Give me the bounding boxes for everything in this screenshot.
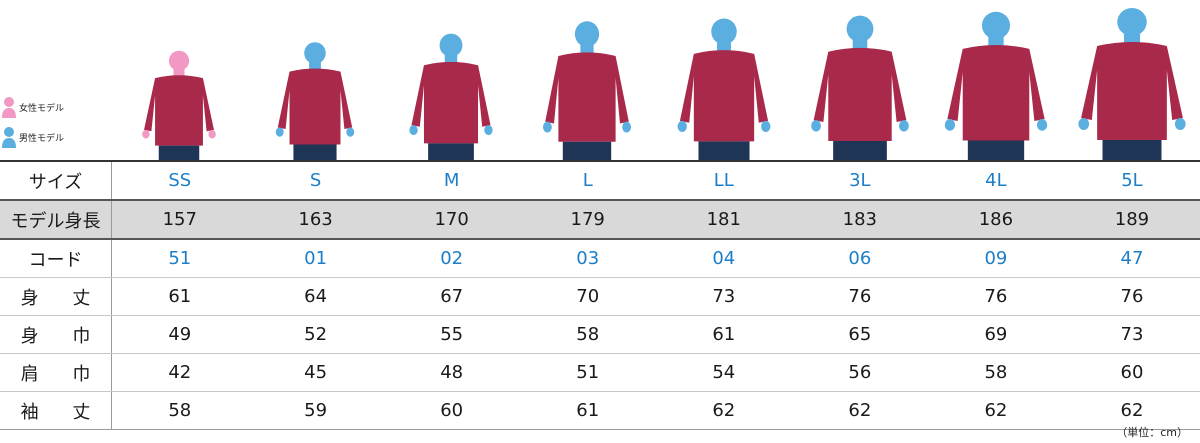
table-cell: 3L bbox=[791, 160, 928, 201]
table-row: 身 丈 61 64 67 70 73 76 76 76 bbox=[0, 277, 1200, 316]
table-cell: 76 bbox=[1063, 277, 1200, 316]
table-cell: 49 bbox=[111, 315, 248, 354]
person-silhouette-icon bbox=[810, 15, 909, 160]
table-cell: 51 bbox=[519, 353, 656, 392]
table-cell: 54 bbox=[655, 353, 792, 392]
table-cell: 55 bbox=[383, 315, 520, 354]
legend-male: 男性モデル bbox=[0, 122, 110, 152]
person-silhouette-icon bbox=[409, 33, 493, 160]
table-cell: 163 bbox=[247, 199, 384, 240]
table-cell: 03 bbox=[519, 238, 656, 278]
table-cell: 73 bbox=[655, 277, 792, 316]
table-cell: 179 bbox=[519, 199, 656, 240]
unit-note: （単位：cm） bbox=[1116, 426, 1188, 439]
person-silhouette-icon bbox=[1078, 8, 1186, 160]
row-label: 肩 巾 bbox=[0, 353, 112, 392]
legend-female: 女性モデル bbox=[0, 92, 110, 122]
table-cell: 64 bbox=[247, 277, 384, 316]
row-label: モデル身長 bbox=[0, 199, 112, 240]
model-figure-male bbox=[656, 0, 792, 160]
table-cell: 60 bbox=[1063, 353, 1200, 392]
table-row: コード 51 01 02 03 04 06 09 47 bbox=[0, 238, 1200, 278]
table-cell: 183 bbox=[791, 199, 928, 240]
table-cell: 62 bbox=[791, 391, 928, 430]
row-label: 身 丈 bbox=[0, 277, 112, 316]
model-figure-male bbox=[1064, 0, 1200, 160]
table-cell: 76 bbox=[791, 277, 928, 316]
table-cell: 67 bbox=[383, 277, 520, 316]
table-cell: 01 bbox=[247, 238, 384, 278]
table-cell: 189 bbox=[1063, 199, 1200, 240]
table-cell: 45 bbox=[247, 353, 384, 392]
legend-female-label: 女性モデル bbox=[19, 103, 65, 114]
table-cell: 157 bbox=[111, 199, 248, 240]
table-cell: 52 bbox=[247, 315, 384, 354]
person-silhouette-icon bbox=[944, 11, 1048, 160]
size-chart-table: サイズ SS S M L LL 3L 4L 5L モデル身長 157 163 170 179 181 183 1… bbox=[0, 160, 1200, 430]
table-cell: 61 bbox=[655, 315, 792, 354]
table-cell: 06 bbox=[791, 238, 928, 278]
table-cell: 02 bbox=[383, 238, 520, 278]
table-cell: 61 bbox=[111, 277, 248, 316]
table-cell: 181 bbox=[655, 199, 792, 240]
model-figure-male bbox=[792, 0, 928, 160]
row-label: 身 巾 bbox=[0, 315, 112, 354]
table-cell: 73 bbox=[1063, 315, 1200, 354]
table-cell: 58 bbox=[519, 315, 656, 354]
model-figure-female bbox=[111, 0, 247, 160]
legend: 女性モデル 男性モデル bbox=[0, 92, 110, 152]
table-row: サイズ SS S M L LL 3L 4L 5L bbox=[0, 160, 1200, 201]
table-cell: 76 bbox=[927, 277, 1064, 316]
table-cell: 62 bbox=[655, 391, 792, 430]
model-photos: 女性モデル 男性モデル bbox=[0, 0, 1200, 160]
male-person-icon bbox=[2, 127, 16, 148]
table-cell: 69 bbox=[927, 315, 1064, 354]
table-row: モデル身長 157 163 170 179 181 183 186 189 bbox=[0, 199, 1200, 240]
table-cell: 4L bbox=[927, 160, 1064, 201]
table-cell: 5L bbox=[1063, 160, 1200, 201]
table-cell: 04 bbox=[655, 238, 792, 278]
table-cell: 61 bbox=[519, 391, 656, 430]
model-figure-male bbox=[247, 0, 383, 160]
row-label: コード bbox=[0, 238, 112, 278]
person-silhouette-icon bbox=[677, 18, 770, 160]
table-cell: 47 bbox=[1063, 238, 1200, 278]
table-cell: LL bbox=[655, 160, 792, 201]
table-row: 肩 巾 42 45 48 51 54 56 58 60 bbox=[0, 353, 1200, 392]
table-cell: 62 bbox=[927, 391, 1064, 430]
table-cell: SS bbox=[111, 160, 248, 201]
model-figure-male bbox=[519, 0, 655, 160]
table-cell: 42 bbox=[111, 353, 248, 392]
table-row: 身 巾 49 52 55 58 61 65 69 73 bbox=[0, 315, 1200, 354]
table-cell: 48 bbox=[383, 353, 520, 392]
person-silhouette-icon bbox=[142, 50, 216, 160]
table-cell: 56 bbox=[791, 353, 928, 392]
table-cell: M bbox=[383, 160, 520, 201]
table-cell: 70 bbox=[519, 277, 656, 316]
row-label: サイズ bbox=[0, 160, 112, 201]
table-cell: 58 bbox=[927, 353, 1064, 392]
model-figure-male bbox=[383, 0, 519, 160]
female-person-icon bbox=[2, 97, 16, 118]
table-cell: S bbox=[247, 160, 384, 201]
table-cell: 51 bbox=[111, 238, 248, 278]
table-cell: 59 bbox=[247, 391, 384, 430]
table-cell: 09 bbox=[927, 238, 1064, 278]
table-cell: 62 bbox=[1063, 391, 1200, 430]
table-cell: L bbox=[519, 160, 656, 201]
table-cell: 60 bbox=[383, 391, 520, 430]
table-cell: 65 bbox=[791, 315, 928, 354]
table-row: 袖 丈 58 59 60 61 62 62 62 62 bbox=[0, 391, 1200, 430]
row-label: 袖 丈 bbox=[0, 391, 112, 430]
table-cell: 170 bbox=[383, 199, 520, 240]
person-silhouette-icon bbox=[275, 42, 355, 160]
table-cell: 58 bbox=[111, 391, 248, 430]
legend-male-label: 男性モデル bbox=[19, 133, 65, 144]
table-cell: 186 bbox=[927, 199, 1064, 240]
model-figure-male bbox=[928, 0, 1064, 160]
person-silhouette-icon bbox=[543, 21, 632, 160]
